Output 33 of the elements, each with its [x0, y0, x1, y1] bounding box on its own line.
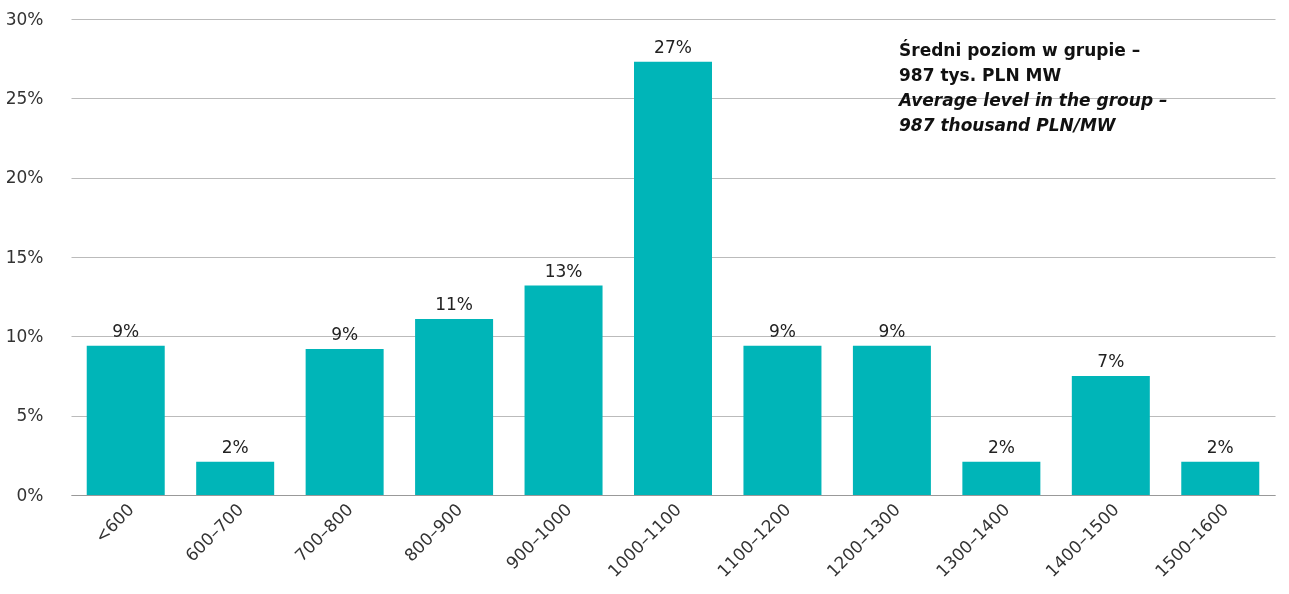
bar [305, 349, 384, 495]
bar [962, 461, 1041, 495]
bar [415, 318, 494, 495]
data-label: 11% [435, 293, 473, 314]
y-tick-label: 5% [16, 405, 44, 426]
data-label: 9% [878, 320, 906, 341]
bar [852, 345, 931, 495]
data-label: 2% [1206, 436, 1234, 457]
annotation: Average level in the group – [897, 90, 1168, 110]
data-label: 13% [544, 260, 583, 281]
annotation: 987 thousand PLN/MW [899, 115, 1117, 135]
bar [743, 345, 822, 495]
y-tick-label: 30% [5, 8, 44, 29]
bar [634, 61, 712, 495]
y-tick-label: 10% [5, 325, 44, 346]
y-tick-label: 15% [5, 246, 44, 267]
data-label: 9% [112, 320, 140, 341]
bar [1181, 461, 1260, 495]
bar [86, 345, 165, 495]
bar [196, 461, 275, 495]
data-label: 2% [221, 436, 249, 457]
data-label: 7% [1097, 351, 1125, 371]
y-tick-label: 0% [16, 484, 44, 505]
data-label: 9% [768, 320, 796, 341]
bar [524, 285, 603, 495]
bar [1071, 376, 1150, 495]
data-label: 2% [987, 436, 1015, 457]
data-label: 27% [654, 36, 692, 57]
annotation: Średni poziom w grupie – [899, 39, 1141, 60]
annotation: 987 tys. PLN MW [899, 65, 1062, 85]
y-tick-label: 20% [5, 167, 44, 188]
y-tick-label: 25% [5, 87, 44, 108]
data-label: 9% [331, 324, 359, 345]
